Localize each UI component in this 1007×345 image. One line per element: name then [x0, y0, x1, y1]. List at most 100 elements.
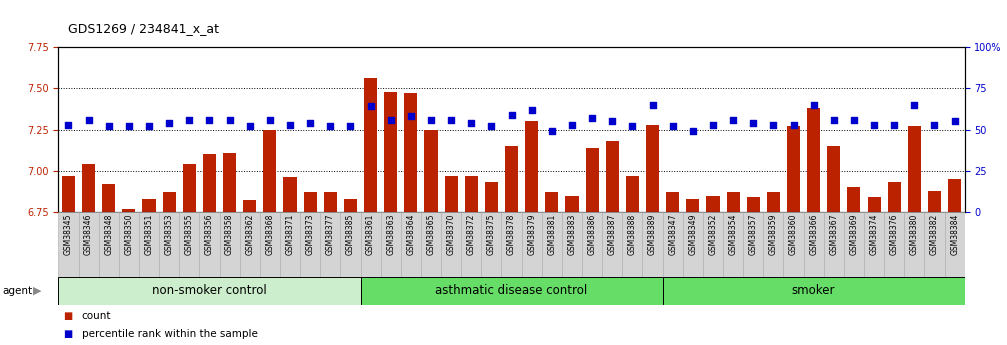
Point	[947, 118, 963, 124]
Bar	[663, 277, 965, 305]
Bar	[405, 93, 417, 212]
Bar	[260, 212, 280, 277]
Text: GSM38388: GSM38388	[628, 214, 636, 255]
Text: GSM38360: GSM38360	[789, 214, 798, 255]
Bar	[864, 212, 884, 277]
Text: GSM38356: GSM38356	[205, 214, 213, 255]
Bar	[344, 199, 357, 212]
Bar	[808, 108, 820, 212]
Point	[564, 122, 580, 127]
Bar	[381, 212, 401, 277]
Text: GSM38358: GSM38358	[226, 214, 234, 255]
Bar	[625, 176, 638, 212]
Point	[584, 115, 600, 121]
Bar	[82, 164, 95, 212]
Bar	[927, 190, 941, 212]
Point	[826, 117, 842, 122]
Bar	[58, 212, 79, 277]
Point	[483, 124, 499, 129]
Text: GDS1269 / 234841_x_at: GDS1269 / 234841_x_at	[68, 22, 220, 36]
Text: GSM38380: GSM38380	[910, 214, 918, 255]
Text: ■: ■	[63, 329, 73, 339]
Bar	[884, 212, 904, 277]
Text: GSM38359: GSM38359	[769, 214, 777, 255]
Bar	[546, 192, 559, 212]
Bar	[280, 212, 300, 277]
Point	[262, 117, 278, 122]
Bar	[787, 126, 800, 212]
Bar	[119, 212, 139, 277]
Text: GSM38349: GSM38349	[689, 214, 697, 255]
Bar	[481, 212, 501, 277]
Bar	[646, 125, 659, 212]
Text: GSM38386: GSM38386	[588, 214, 596, 255]
Text: GSM38379: GSM38379	[528, 214, 536, 255]
Bar	[526, 121, 538, 212]
Bar	[602, 212, 622, 277]
Point	[322, 124, 338, 129]
Bar	[445, 176, 457, 212]
Bar	[642, 212, 663, 277]
Point	[886, 122, 902, 127]
Text: asthmatic disease control: asthmatic disease control	[435, 285, 588, 297]
Bar	[949, 179, 961, 212]
Bar	[663, 212, 683, 277]
Bar	[61, 176, 75, 212]
Point	[765, 122, 781, 127]
Bar	[783, 212, 804, 277]
Bar	[687, 199, 700, 212]
Bar	[385, 91, 397, 212]
Text: GSM38365: GSM38365	[427, 214, 435, 255]
Point	[866, 122, 882, 127]
Text: GSM38382: GSM38382	[930, 214, 939, 255]
Bar	[465, 176, 477, 212]
Bar	[501, 212, 522, 277]
Bar	[707, 196, 719, 212]
Point	[60, 122, 77, 127]
Text: GSM38374: GSM38374	[870, 214, 878, 255]
Text: GSM38364: GSM38364	[407, 214, 415, 255]
Bar	[461, 212, 481, 277]
Text: GSM38373: GSM38373	[306, 214, 314, 255]
Bar	[361, 277, 663, 305]
Text: GSM38347: GSM38347	[669, 214, 677, 255]
Bar	[441, 212, 461, 277]
Bar	[924, 212, 945, 277]
Bar	[99, 212, 119, 277]
Point	[141, 124, 157, 129]
Point	[685, 128, 701, 134]
Bar	[264, 129, 276, 212]
Point	[644, 102, 661, 108]
Bar	[847, 187, 860, 212]
Bar	[828, 146, 840, 212]
Text: agent: agent	[2, 286, 32, 296]
Bar	[159, 212, 179, 277]
Bar	[888, 182, 900, 212]
Bar	[401, 212, 421, 277]
Bar	[244, 200, 257, 212]
Bar	[304, 192, 316, 212]
Bar	[746, 197, 759, 212]
Text: ▶: ▶	[33, 286, 41, 296]
Text: GSM38369: GSM38369	[850, 214, 858, 255]
Bar	[586, 148, 598, 212]
Text: GSM38378: GSM38378	[508, 214, 516, 255]
Text: GSM38348: GSM38348	[105, 214, 113, 255]
Bar	[79, 212, 99, 277]
Bar	[421, 212, 441, 277]
Bar	[867, 197, 880, 212]
Text: GSM38361: GSM38361	[367, 214, 375, 255]
Bar	[199, 212, 220, 277]
Point	[806, 102, 822, 108]
Text: GSM38366: GSM38366	[810, 214, 818, 255]
Bar	[340, 212, 361, 277]
Point	[383, 117, 399, 122]
Text: GSM38385: GSM38385	[346, 214, 354, 255]
Text: GSM38353: GSM38353	[165, 214, 173, 255]
Bar	[844, 212, 864, 277]
Bar	[726, 192, 739, 212]
Bar	[203, 154, 217, 212]
Point	[846, 117, 862, 122]
Bar	[162, 192, 175, 212]
Bar	[582, 212, 602, 277]
